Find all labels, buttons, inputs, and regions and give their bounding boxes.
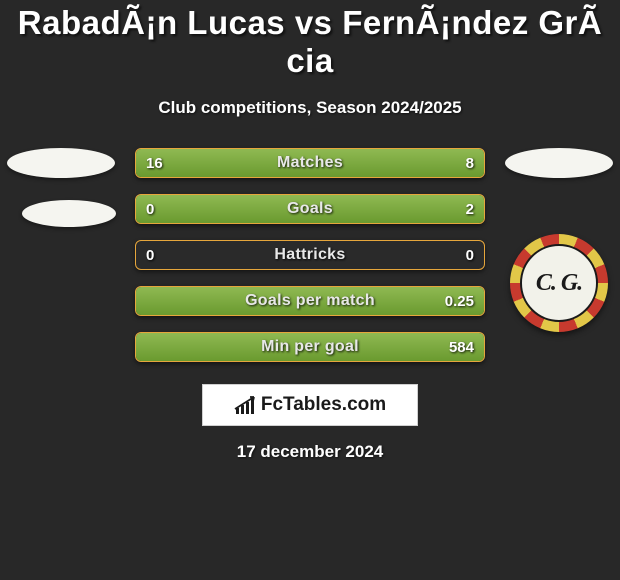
fctables-logo[interactable]: FcTables.com xyxy=(202,384,418,426)
stat-label: Matches xyxy=(136,149,484,177)
stat-value-right: 584 xyxy=(449,333,474,361)
stat-bar: 0 Goals 2 xyxy=(135,194,485,224)
stat-bar: 0 Hattricks 0 xyxy=(135,240,485,270)
club-badge: C. G. xyxy=(510,234,608,332)
content-area: C. G. 16 Matches 8 0 Goals 2 xyxy=(0,148,620,462)
stat-value-right: 0 xyxy=(466,241,474,269)
badge-initials: C. G. xyxy=(536,270,582,297)
stat-value-right: 0.25 xyxy=(445,287,474,315)
logo-text: FcTables.com xyxy=(261,394,386,416)
stat-value-right: 2 xyxy=(466,195,474,223)
stat-value-right: 8 xyxy=(466,149,474,177)
comparison-widget: RabadÃ¡n Lucas vs FernÃ¡ndez GrÃ cia Clu… xyxy=(0,0,620,462)
bar-chart-icon xyxy=(234,396,258,414)
stat-label: Goals xyxy=(136,195,484,223)
stat-label: Hattricks xyxy=(136,241,484,269)
placeholder-ellipse xyxy=(22,200,116,227)
stat-bar: Min per goal 584 xyxy=(135,332,485,362)
stat-bars: 16 Matches 8 0 Goals 2 0 Hattricks 0 xyxy=(135,148,485,362)
stat-bar: 16 Matches 8 xyxy=(135,148,485,178)
date-label: 17 december 2024 xyxy=(0,442,620,462)
page-title: RabadÃ¡n Lucas vs FernÃ¡ndez GrÃ cia xyxy=(0,0,620,80)
subtitle: Club competitions, Season 2024/2025 xyxy=(0,98,620,118)
stat-label: Min per goal xyxy=(136,333,484,361)
left-player-graphics xyxy=(6,148,116,227)
badge-inner: C. G. xyxy=(520,244,598,322)
right-player-graphics: C. G. xyxy=(504,148,614,332)
placeholder-ellipse xyxy=(7,148,115,178)
placeholder-ellipse xyxy=(505,148,613,178)
stat-bar: Goals per match 0.25 xyxy=(135,286,485,316)
stat-label: Goals per match xyxy=(136,287,484,315)
